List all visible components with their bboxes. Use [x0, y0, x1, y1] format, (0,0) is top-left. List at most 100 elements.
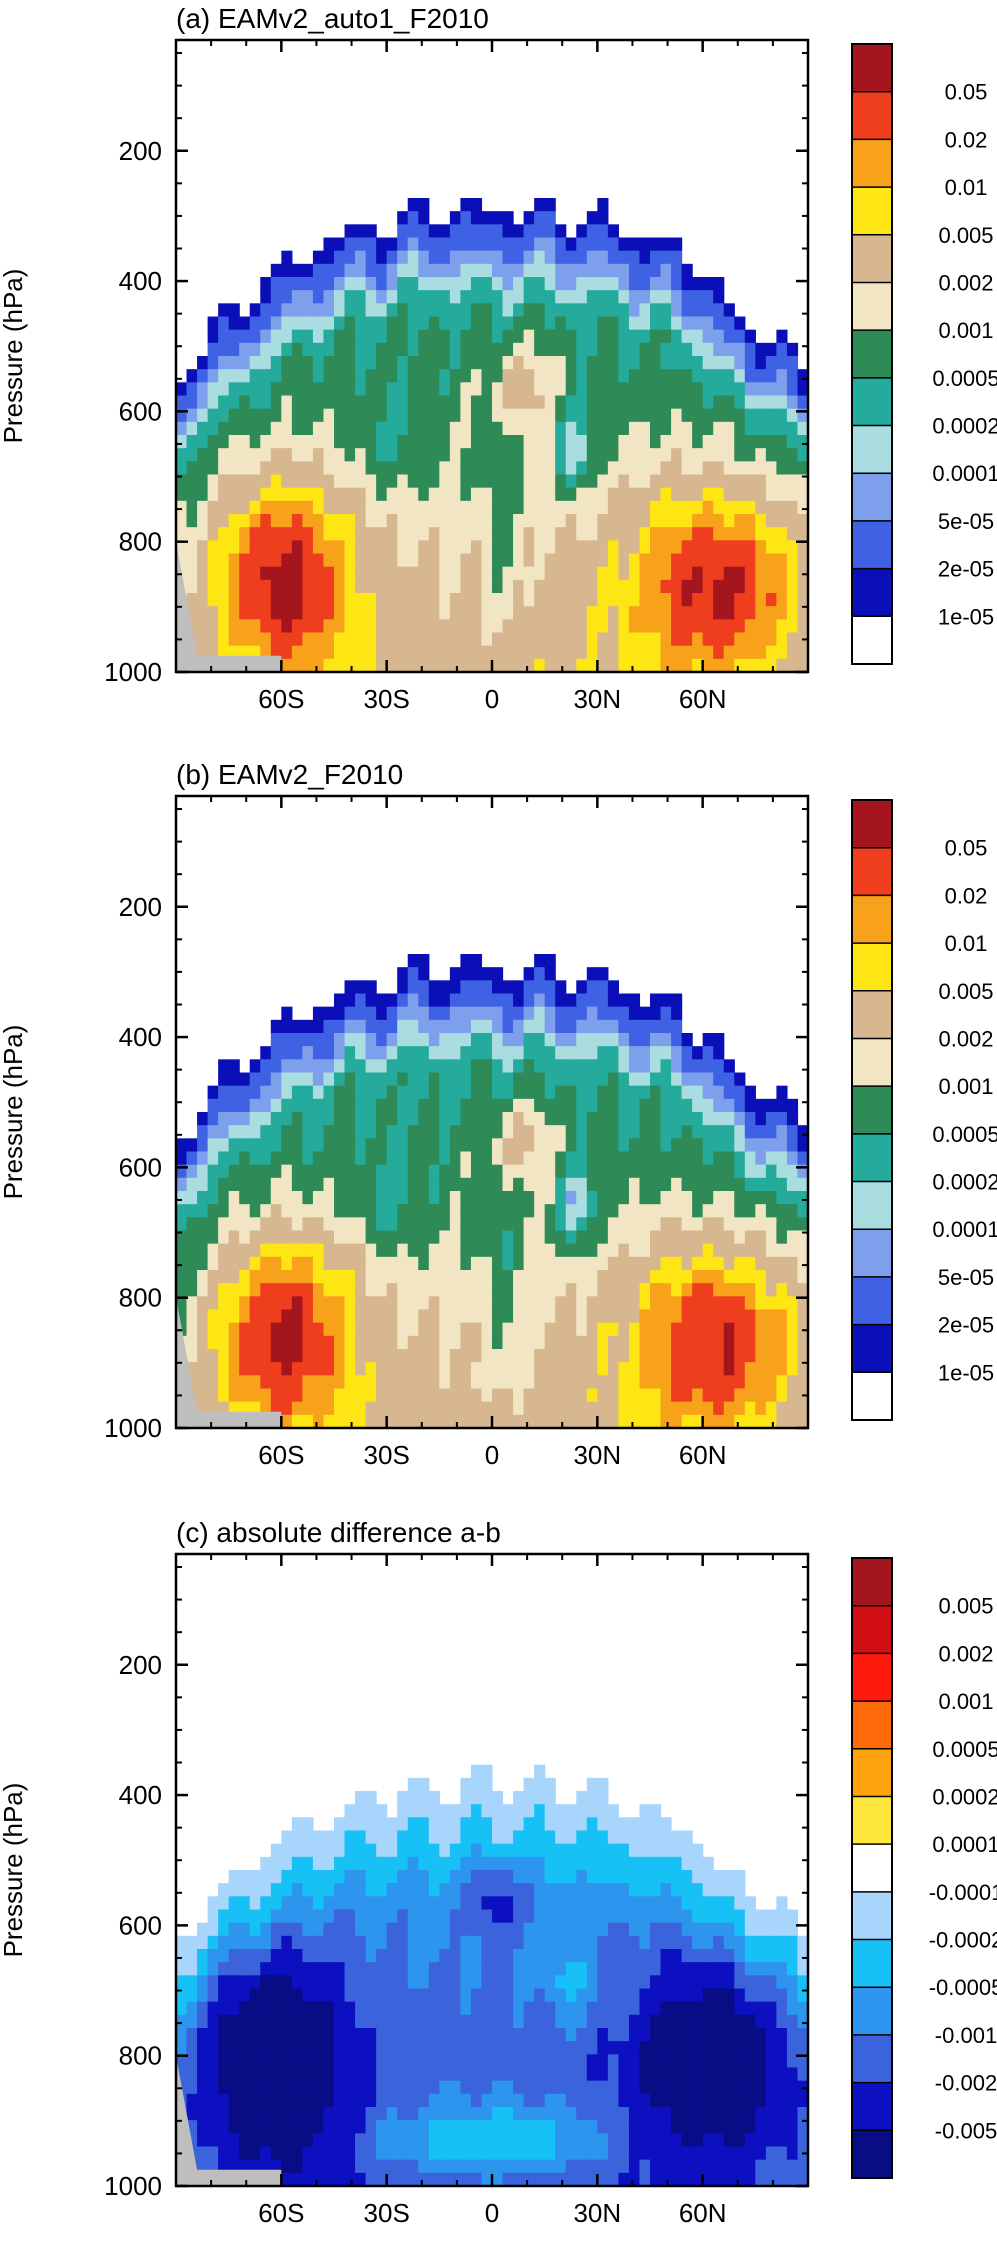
field-cell	[344, 1856, 356, 1871]
field-cell	[418, 316, 430, 331]
field-cell	[376, 356, 388, 370]
field-cell	[291, 527, 303, 541]
field-cell	[218, 1138, 230, 1153]
field-cell	[228, 1072, 240, 1087]
field-cell	[291, 1909, 303, 1924]
field-cell	[513, 316, 525, 331]
field-cell	[692, 1191, 704, 1205]
field-cell	[460, 395, 472, 410]
field-cell	[660, 342, 672, 357]
field-cell	[513, 553, 525, 568]
field-cell	[407, 2014, 419, 2029]
field-cell	[481, 1764, 493, 1779]
field-cell	[713, 1033, 725, 1047]
field-cell	[734, 369, 746, 383]
field-cell	[618, 435, 630, 449]
field-cell	[249, 1230, 261, 1245]
field-cell	[418, 1191, 430, 1205]
field-cell	[249, 1883, 261, 1897]
field-cell	[650, 1283, 662, 1297]
field-cell	[449, 395, 461, 410]
field-cell	[376, 1046, 388, 1060]
field-cell	[650, 1270, 662, 1284]
field-cell	[576, 593, 588, 607]
field-cell	[797, 527, 809, 541]
field-cell	[681, 1883, 693, 1897]
field-cell	[470, 593, 483, 607]
field-cell	[270, 1191, 282, 1205]
field-cell	[797, 1177, 809, 1192]
field-cell	[344, 1204, 356, 1218]
field-cell	[449, 1098, 461, 1113]
field-cell	[523, 356, 535, 370]
field-cell	[650, 1401, 662, 1416]
field-cell	[565, 500, 577, 515]
field-cell	[618, 421, 630, 436]
field-cell	[344, 1072, 356, 1087]
field-cell	[523, 980, 535, 995]
field-cell	[607, 1098, 619, 1113]
field-cell	[597, 1138, 609, 1153]
field-cell	[660, 1309, 672, 1324]
field-cell	[576, 1059, 588, 1074]
field-cell	[249, 1349, 261, 1363]
field-cell	[397, 421, 409, 436]
field-cell	[755, 2014, 767, 2029]
field-cell	[713, 277, 725, 291]
field-cell	[660, 329, 672, 344]
field-cell	[755, 408, 767, 423]
field-cell	[555, 1883, 567, 1897]
field-cell	[628, 1335, 641, 1350]
field-cell	[418, 1362, 430, 1376]
field-cell	[776, 1349, 788, 1363]
field-cell	[312, 395, 325, 410]
field-cell	[555, 290, 567, 304]
field-cell	[260, 540, 272, 555]
field-cell	[639, 263, 651, 278]
field-cell	[534, 263, 546, 278]
field-cell	[407, 461, 419, 476]
field-cell	[492, 1362, 504, 1376]
field-cell	[744, 342, 756, 357]
field-cell	[386, 342, 398, 357]
field-cell	[607, 342, 619, 357]
field-cell	[597, 1283, 609, 1297]
field-cell	[228, 1401, 240, 1416]
field-cell	[639, 500, 651, 515]
field-cell	[449, 1256, 461, 1271]
field-cell	[555, 1270, 567, 1284]
field-cell	[218, 1256, 230, 1271]
field-cell	[723, 1296, 735, 1311]
field-cell	[734, 1072, 746, 1087]
field-cell	[407, 290, 419, 304]
field-cell	[323, 658, 335, 673]
field-cell	[207, 1349, 219, 1363]
field-cell	[586, 1046, 598, 1060]
field-cell	[386, 1256, 398, 1271]
field-cell	[312, 1006, 325, 1021]
field-cell	[260, 2001, 272, 2016]
field-cell	[418, 237, 430, 252]
field-cell	[386, 1962, 398, 1976]
field-cell	[397, 435, 409, 449]
field-cell	[302, 606, 314, 620]
field-cell	[513, 1033, 525, 1047]
field-cell	[481, 1388, 493, 1403]
field-cell	[428, 1204, 440, 1218]
field-cell	[270, 1230, 282, 1245]
field-cell	[460, 369, 472, 383]
field-cell	[492, 2001, 504, 2016]
field-cell	[650, 421, 662, 436]
field-cell	[323, 487, 335, 502]
field-cell	[628, 1817, 641, 1832]
field-cell	[376, 1270, 388, 1284]
field-cell	[291, 382, 303, 397]
field-cell	[481, 237, 493, 252]
field-cell	[397, 1283, 409, 1297]
field-cell	[407, 1270, 419, 1284]
field-cell	[786, 369, 799, 383]
field-cell	[544, 1830, 556, 1845]
field-cell	[639, 1362, 651, 1376]
field-cell	[407, 1177, 419, 1192]
field-cell	[639, 316, 651, 331]
